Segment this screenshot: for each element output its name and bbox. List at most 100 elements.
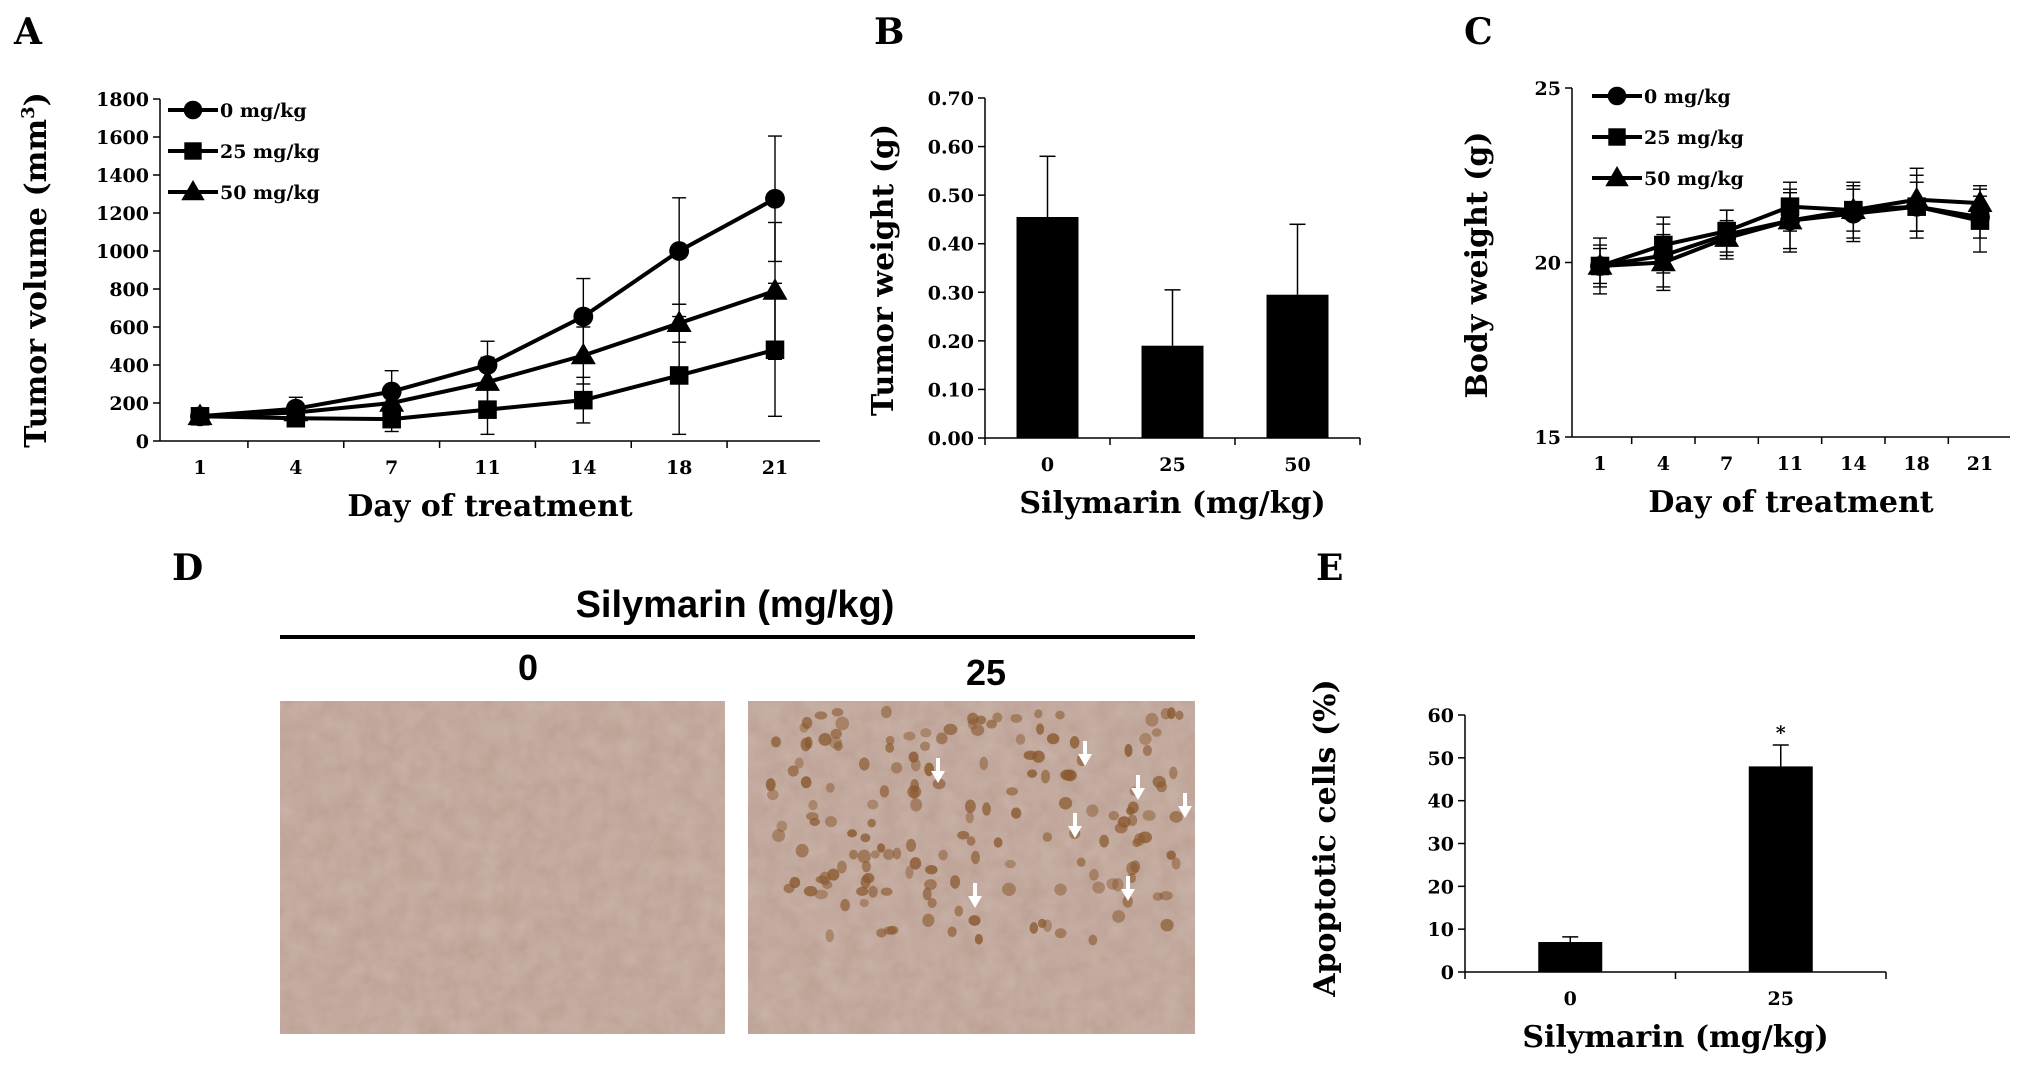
- stain-spot: [1034, 709, 1043, 719]
- stain-spot: [840, 899, 850, 912]
- bar-0: [1538, 942, 1603, 972]
- stain-spot: [924, 879, 937, 891]
- y-tick-label: 30: [1428, 834, 1454, 856]
- stain-spot: [783, 883, 795, 894]
- stain-spot: [957, 830, 970, 840]
- data-point: [478, 400, 497, 419]
- stain-spot: [771, 736, 781, 748]
- y-axis-title: Tumor weight (g): [866, 124, 901, 416]
- stain-spot: [830, 728, 842, 739]
- stain-spot: [870, 850, 880, 859]
- y-tick-label: 0.60: [928, 137, 974, 159]
- x-tick-label: 1: [1593, 453, 1606, 475]
- legend-label: 25 mg/kg: [1644, 127, 1744, 149]
- stain-spot: [1099, 834, 1109, 848]
- data-point: [765, 188, 785, 209]
- y-axis-title: Tumor volume (mm3): [18, 92, 54, 448]
- legend-marker: [183, 100, 203, 120]
- data-point: [669, 366, 689, 385]
- micrograph-25-mgkg: [748, 701, 1195, 1034]
- series-triangle: [1587, 167, 1993, 292]
- micrograph-0-mgkg: [280, 701, 725, 1034]
- stain-spot: [857, 849, 871, 864]
- data-point: [666, 310, 692, 332]
- stain-spot: [831, 707, 844, 717]
- stain-spot: [1026, 769, 1038, 778]
- stain-spot: [767, 789, 779, 801]
- stain-spot: [835, 716, 850, 731]
- bar-25: [1141, 345, 1204, 438]
- stain-spot: [922, 913, 935, 927]
- stain-spot: [906, 838, 917, 852]
- stain-spot: [986, 719, 997, 729]
- y-axis-title-superscript: 3: [18, 106, 39, 119]
- stain-spot: [806, 812, 819, 821]
- stain-spot: [910, 798, 923, 812]
- stain-spot: [1159, 891, 1173, 901]
- stain-spot: [1117, 816, 1131, 828]
- stain-spot: [862, 872, 875, 884]
- stain-spot: [1124, 743, 1133, 757]
- stain-spot: [907, 785, 922, 799]
- y-tick-label: 1200: [96, 203, 149, 225]
- x-tick-label: 11: [474, 457, 500, 479]
- stain-spot: [818, 733, 832, 746]
- stain-spot: [924, 762, 935, 777]
- stain-spot: [954, 905, 964, 917]
- panel-letter-e: E: [1316, 547, 1343, 589]
- stain-spot: [1054, 883, 1067, 896]
- stain-spot: [974, 933, 983, 945]
- data-point: [1777, 207, 1803, 230]
- data-point: [573, 306, 594, 327]
- panel-letter-c: C: [1464, 11, 1493, 53]
- y-axis-title-end: ): [19, 92, 54, 106]
- stain-spot: [1023, 750, 1038, 761]
- stain-spot: [787, 765, 799, 777]
- stain-spot: [1126, 806, 1135, 816]
- x-tick-label: 18: [1903, 453, 1929, 475]
- data-point: [762, 278, 788, 300]
- y-tick-label: 0.50: [928, 185, 974, 207]
- chart-e-apoptotic-cells: 0 10 20 30 40 50 60 0 25 * Silymarin (mg/kg) Apopto…: [1308, 679, 1887, 1055]
- stain-spot: [967, 712, 979, 725]
- x-tick-label: 14: [570, 457, 596, 479]
- stain-spot: [1092, 881, 1106, 894]
- stain-spot: [1011, 807, 1022, 819]
- x-tick-label: 4: [1657, 453, 1670, 475]
- bar-0: [1016, 217, 1079, 438]
- y-tick-label: 0.10: [928, 379, 974, 401]
- arrow-head: [1078, 754, 1092, 766]
- stain-spot: [891, 762, 903, 774]
- y-tick-label: 20: [1535, 253, 1561, 275]
- x-tick-label: 7: [385, 457, 398, 479]
- y-axis-title: Body weight (g): [1460, 132, 1495, 399]
- stain-spot: [822, 880, 833, 889]
- stain-spot: [1171, 857, 1181, 870]
- stain-spot: [947, 926, 957, 938]
- stain-spot: [1089, 869, 1099, 881]
- stain-spot: [800, 776, 812, 789]
- stain-spot: [908, 751, 919, 763]
- x-tick-label: 0: [1564, 988, 1577, 1010]
- y-tick-label: 0.70: [928, 88, 974, 110]
- arrow-head: [1131, 788, 1145, 800]
- stain-spot: [859, 757, 870, 771]
- stain-spot: [859, 898, 869, 908]
- data-point: [1967, 190, 1993, 212]
- significance-asterisk: *: [1776, 722, 1786, 744]
- stain-spot: [808, 799, 818, 811]
- legend-marker: [1608, 128, 1626, 146]
- stain-spot: [885, 735, 895, 745]
- stain-spot: [1040, 769, 1050, 784]
- y-axis-title: Apoptotic cells (%): [1308, 679, 1343, 997]
- x-tick-label: 25: [1159, 454, 1185, 476]
- stain-spot: [883, 849, 895, 860]
- stain-spot: [877, 843, 886, 853]
- stain-spot: [971, 850, 980, 865]
- stain-spot: [814, 889, 828, 900]
- stain-spot: [837, 860, 847, 874]
- stain-spot: [919, 741, 931, 751]
- stain-spot: [1145, 712, 1159, 727]
- stain-spot: [829, 736, 843, 749]
